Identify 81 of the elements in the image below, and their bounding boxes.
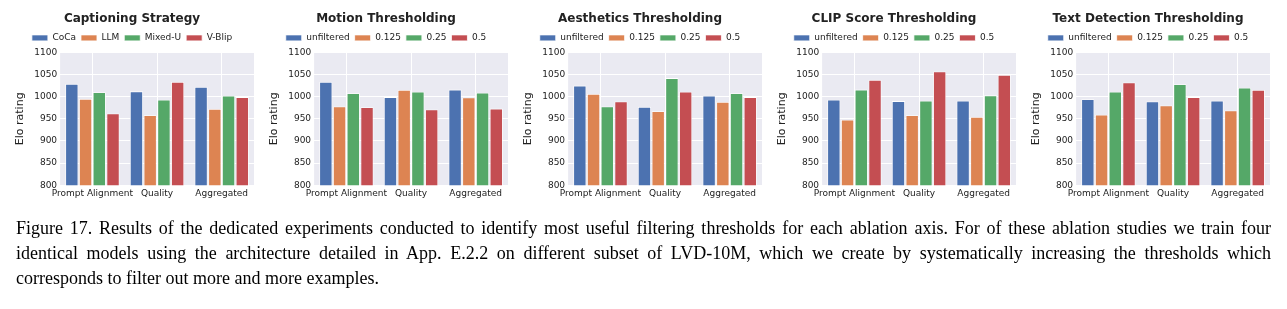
- x-tick-label: Prompt Alignment: [305, 187, 388, 198]
- y-tick-label: 950: [1055, 113, 1074, 124]
- legend-label: V-Blip: [206, 32, 233, 43]
- y-axis-title: Elo rating: [13, 92, 27, 146]
- legend-label: 0.125: [375, 32, 401, 43]
- x-tick-label: Aggregated: [195, 187, 248, 198]
- y-tick-label: 1100: [796, 46, 820, 57]
- y-tick-label: 900: [39, 135, 58, 146]
- y-tick-label: 850: [801, 157, 820, 168]
- legend-label: 0.25: [1188, 32, 1209, 43]
- x-tick-label: Quality: [394, 187, 428, 198]
- y-tick-label: 800: [801, 179, 820, 190]
- y-tick-label: 1100: [34, 46, 58, 57]
- y-tick-label: 900: [1055, 135, 1074, 146]
- y-tick-label: 850: [547, 157, 566, 168]
- x-tick-label: Quality: [902, 187, 936, 198]
- y-tick-label: 1050: [34, 68, 58, 79]
- y-tick-label: 900: [801, 135, 820, 146]
- y-tick-label: 950: [293, 113, 312, 124]
- x-tick-label: Quality: [140, 187, 174, 198]
- legend-label: 0.5: [471, 32, 487, 43]
- legend-label: 0.5: [1233, 32, 1249, 43]
- x-tick-label: Prompt Alignment: [51, 187, 134, 198]
- y-tick-label: 1050: [1050, 68, 1074, 79]
- y-tick-label: 1000: [542, 91, 566, 102]
- y-tick-label: 1000: [288, 91, 312, 102]
- y-tick-label: 1100: [288, 46, 312, 57]
- y-tick-label: 900: [293, 135, 312, 146]
- y-tick-label: 800: [39, 179, 58, 190]
- y-tick-label: 850: [39, 157, 58, 168]
- chart-title: Text Detection Thresholding: [1052, 11, 1244, 26]
- legend-label: CoCa: [52, 32, 76, 43]
- legend-label: 0.5: [725, 32, 741, 43]
- y-tick-label: 900: [547, 135, 566, 146]
- legend-label: 0.125: [883, 32, 909, 43]
- x-tick-label: Prompt Alignment: [1067, 187, 1150, 198]
- chart-title: Captioning Strategy: [63, 11, 201, 26]
- y-tick-label: 950: [39, 113, 58, 124]
- legend-label: Mixed-U: [144, 32, 182, 43]
- y-tick-label: 1000: [1050, 91, 1074, 102]
- y-tick-label: 800: [1055, 179, 1074, 190]
- x-tick-label: Aggregated: [449, 187, 502, 198]
- y-tick-label: 1100: [542, 46, 566, 57]
- x-tick-label: Aggregated: [1211, 187, 1264, 198]
- y-tick-label: 850: [293, 157, 312, 168]
- legend-label: 0.25: [680, 32, 701, 43]
- legend-label: unfiltered: [814, 32, 858, 43]
- legend-label: unfiltered: [560, 32, 604, 43]
- y-axis-title: Elo rating: [521, 92, 535, 146]
- legend-label: 0.25: [426, 32, 447, 43]
- y-tick-label: 1050: [796, 68, 820, 79]
- legend-label: unfiltered: [306, 32, 350, 43]
- legend-label: 0.5: [979, 32, 995, 43]
- x-tick-label: Prompt Alignment: [813, 187, 896, 198]
- x-tick-label: Quality: [648, 187, 682, 198]
- chart-title: Motion Thresholding: [316, 11, 456, 26]
- legend-label: 0.25: [934, 32, 955, 43]
- y-tick-label: 950: [801, 113, 820, 124]
- caption: Figure 17. Results of the dedicated experiments conducted to identify most useful filtering thresholds for each ablation axis. For of these ablation studies we train four identical models using the architecture detailed in App. E.2.2 on different subset of LVD-10M, which we create by systematically increasing the thresholds which corresponds to filter out more and more examples.: [15, 217, 1272, 290]
- legend-label: unfiltered: [1068, 32, 1112, 43]
- x-tick-label: Aggregated: [703, 187, 756, 198]
- y-tick-label: 1000: [34, 91, 58, 102]
- chart-title: CLIP Score Thresholding: [811, 11, 977, 26]
- y-tick-label: 1100: [1050, 46, 1074, 57]
- x-tick-label: Aggregated: [957, 187, 1010, 198]
- y-tick-label: 850: [1055, 157, 1074, 168]
- y-axis-title: Elo rating: [267, 92, 281, 146]
- y-tick-label: 800: [547, 179, 566, 190]
- chart-title: Aesthetics Thresholding: [558, 11, 722, 26]
- legend-label: LLM: [101, 32, 120, 43]
- y-axis-title: Elo rating: [1029, 92, 1043, 146]
- x-tick-label: Quality: [1156, 187, 1190, 198]
- y-tick-label: 800: [293, 179, 312, 190]
- y-tick-label: 1050: [288, 68, 312, 79]
- y-tick-label: 950: [547, 113, 566, 124]
- legend-label: 0.125: [629, 32, 655, 43]
- legend-label: 0.125: [1137, 32, 1163, 43]
- y-tick-label: 1050: [542, 68, 566, 79]
- y-tick-label: 1000: [796, 91, 820, 102]
- x-tick-label: Prompt Alignment: [559, 187, 642, 198]
- y-axis-title: Elo rating: [775, 92, 789, 146]
